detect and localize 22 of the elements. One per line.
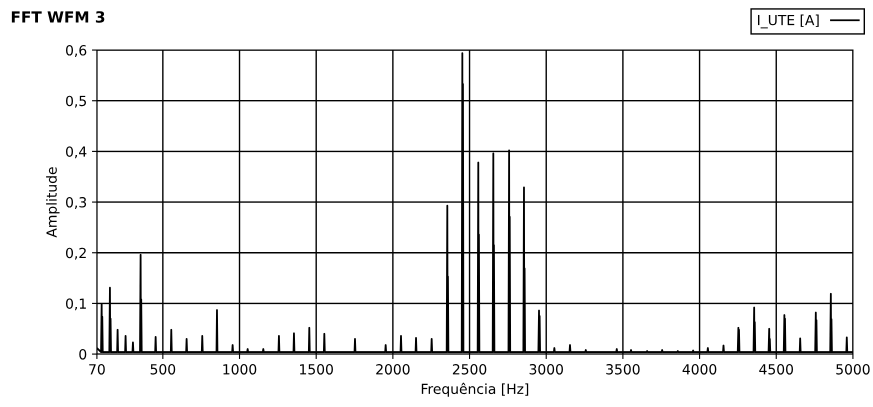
y-tick-label: 0,3 xyxy=(66,197,86,209)
x-tick-label: 1500 xyxy=(300,364,333,375)
chart-title: FFT WFM 3 xyxy=(12,11,104,23)
x-tick-label: 500 xyxy=(150,364,176,375)
y-tick-label: 0,6 xyxy=(66,45,86,57)
y-tick-label: 0,4 xyxy=(66,146,86,158)
x-tick-label: 2000 xyxy=(376,364,410,375)
y-tick-label: 0,5 xyxy=(66,96,86,108)
x-tick-label: 1000 xyxy=(223,364,256,375)
y-tick-label: 0,2 xyxy=(66,248,86,260)
legend-label: I_UTE [A] xyxy=(758,14,819,28)
x-axis-title: Frequência [Hz] xyxy=(422,382,528,397)
x-tick-label: 2500 xyxy=(452,364,486,375)
y-axis-title: Amplitude xyxy=(46,167,60,238)
x-tick-label: 5000 xyxy=(836,364,870,375)
x-tick-label: 3000 xyxy=(530,364,563,375)
x-tick-label: 70 xyxy=(89,364,105,375)
y-tick-label: 0 xyxy=(79,349,86,360)
y-tick-label: 0,1 xyxy=(66,298,86,310)
x-tick-label: 4500 xyxy=(759,364,793,375)
x-tick-label: 3500 xyxy=(606,364,640,375)
x-tick-label: 4000 xyxy=(682,364,716,375)
